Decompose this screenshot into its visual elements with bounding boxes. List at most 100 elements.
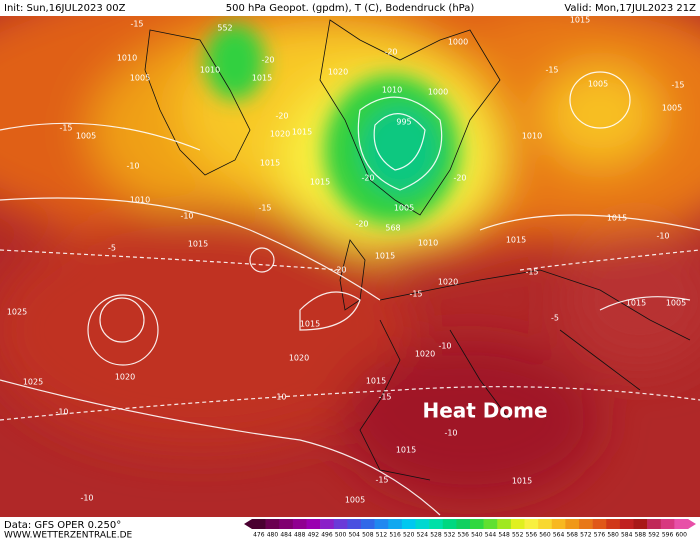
colorbar-swatch xyxy=(415,519,430,529)
colorbar-swatch xyxy=(401,519,416,529)
colorbar-label: 476 xyxy=(253,532,265,539)
contour-label: 1015 xyxy=(310,178,330,187)
website: WWW.WETTERZENTRALE.DE xyxy=(4,531,133,541)
colorbar-label: 500 xyxy=(335,532,347,539)
contour-label: 1005 xyxy=(394,204,414,213)
contour-label: -15 xyxy=(258,204,271,213)
colorbar-label: 544 xyxy=(485,532,497,539)
colorbar-swatch xyxy=(333,519,348,529)
colorbar-swatch xyxy=(292,519,307,529)
contour-label: -20 xyxy=(355,220,368,229)
contour-label: -10 xyxy=(80,494,93,503)
contour-label: -10 xyxy=(273,393,286,402)
contour-label: 1025 xyxy=(7,308,27,317)
colorbar-swatch xyxy=(497,519,512,529)
colorbar-label: 552 xyxy=(512,532,524,539)
contour-label: 1015 xyxy=(188,240,208,249)
contour-label: -15 xyxy=(409,290,422,299)
init-time: Init: Sun,16JUL2023 00Z xyxy=(4,3,126,14)
colorbar-label: 512 xyxy=(376,532,388,539)
colorbar-swatch xyxy=(565,519,580,529)
colorbar-swatch xyxy=(347,519,362,529)
contour-label: -20 xyxy=(261,56,274,65)
contour-label: 1010 xyxy=(418,239,438,248)
contour-label: -5 xyxy=(551,314,559,323)
colorbar-swatch xyxy=(647,519,662,529)
contour-label: 1005 xyxy=(345,496,365,505)
contour-label: -20 xyxy=(333,266,346,275)
colorbar-label: 584 xyxy=(621,532,633,539)
colorbar-end xyxy=(244,519,252,529)
colorbar-label: 516 xyxy=(389,532,401,539)
contour-label: -20 xyxy=(275,112,288,121)
colorbar-label: 508 xyxy=(362,532,374,539)
contour-label: -15 xyxy=(671,81,684,90)
contour-label: 1005 xyxy=(666,299,686,308)
contour-label: 1015 xyxy=(260,159,280,168)
colorbar-swatch xyxy=(374,519,389,529)
contour-label: 1010 xyxy=(117,54,137,63)
colorbar-label: 588 xyxy=(635,532,647,539)
colorbar-swatch xyxy=(538,519,553,529)
contour-label: 995 xyxy=(396,118,411,127)
contour-label: 1020 xyxy=(328,68,348,77)
colorbar-swatch xyxy=(265,519,280,529)
contour-label: 1015 xyxy=(396,446,416,455)
colorbar-label: 496 xyxy=(321,532,333,539)
contour-label: 1015 xyxy=(570,16,590,25)
contour-label: 1020 xyxy=(289,354,309,363)
colorbar-swatch xyxy=(510,519,525,529)
colorbar-swatch xyxy=(306,519,321,529)
colorbar-swatch xyxy=(674,519,689,529)
contour-label: 1015 xyxy=(252,74,272,83)
contour-label: 1015 xyxy=(300,320,320,329)
contour-label: -10 xyxy=(55,408,68,417)
contour-label: -20 xyxy=(361,174,374,183)
map-title: 500 hPa Geopot. (gpdm), T (C), Bodendruc… xyxy=(226,3,475,14)
colorbar-label: 556 xyxy=(526,532,538,539)
colorbar-swatch xyxy=(592,519,607,529)
contour-label: -15 xyxy=(545,66,558,75)
contour-label: 1005 xyxy=(588,80,608,89)
colorbar-label: 548 xyxy=(498,532,510,539)
contour-label: -15 xyxy=(130,20,143,29)
colorbar-swatch xyxy=(483,519,498,529)
annotation: Heat Dome xyxy=(422,399,547,423)
colorbar-label: 488 xyxy=(294,532,306,539)
contour-label: 1005 xyxy=(130,74,150,83)
colorbar-swatch xyxy=(524,519,539,529)
contour-label: 1015 xyxy=(292,128,312,137)
contour-label: 1015 xyxy=(607,214,627,223)
contour-label: 1025 xyxy=(23,378,43,387)
colorbar-swatch xyxy=(579,519,593,529)
colorbar-label: 600 xyxy=(675,532,687,539)
colorbar: 476 480 484 488 492 496 500 504 508 512 516 520 524 5… xyxy=(244,519,696,539)
colorbar-label: 568 xyxy=(566,532,578,539)
contour-label: 1010 xyxy=(200,66,220,75)
contour-label: -5 xyxy=(108,244,116,253)
colorbar-swatch xyxy=(361,519,375,529)
contour-label: 1015 xyxy=(506,236,526,245)
colorbar-swatch xyxy=(456,519,471,529)
valid-time: Valid: Mon,17JUL2023 21Z xyxy=(564,3,696,14)
contour-label: 1005 xyxy=(76,132,96,141)
colorbar-swatch xyxy=(388,519,403,529)
colorbar-label: 536 xyxy=(457,532,469,539)
colorbar-swatch xyxy=(252,519,266,529)
colorbar-label: 580 xyxy=(607,532,619,539)
contour-label: -20 xyxy=(384,48,397,57)
contour-label: -15 xyxy=(525,268,538,277)
contour-label: 1005 xyxy=(662,104,682,113)
colorbar-label: 564 xyxy=(553,532,565,539)
contour-label: 1010 xyxy=(522,132,542,141)
contour-label: 1020 xyxy=(270,130,290,139)
contour-label: 1015 xyxy=(366,377,386,386)
colorbar-label: 480 xyxy=(267,532,279,539)
colorbar-label: 572 xyxy=(580,532,592,539)
colorbar-swatch xyxy=(619,519,634,529)
contour-label: 1010 xyxy=(130,196,150,205)
colorbar-label: 592 xyxy=(648,532,660,539)
contour-label: 1020 xyxy=(115,373,135,382)
colorbar-swatch xyxy=(429,519,444,529)
